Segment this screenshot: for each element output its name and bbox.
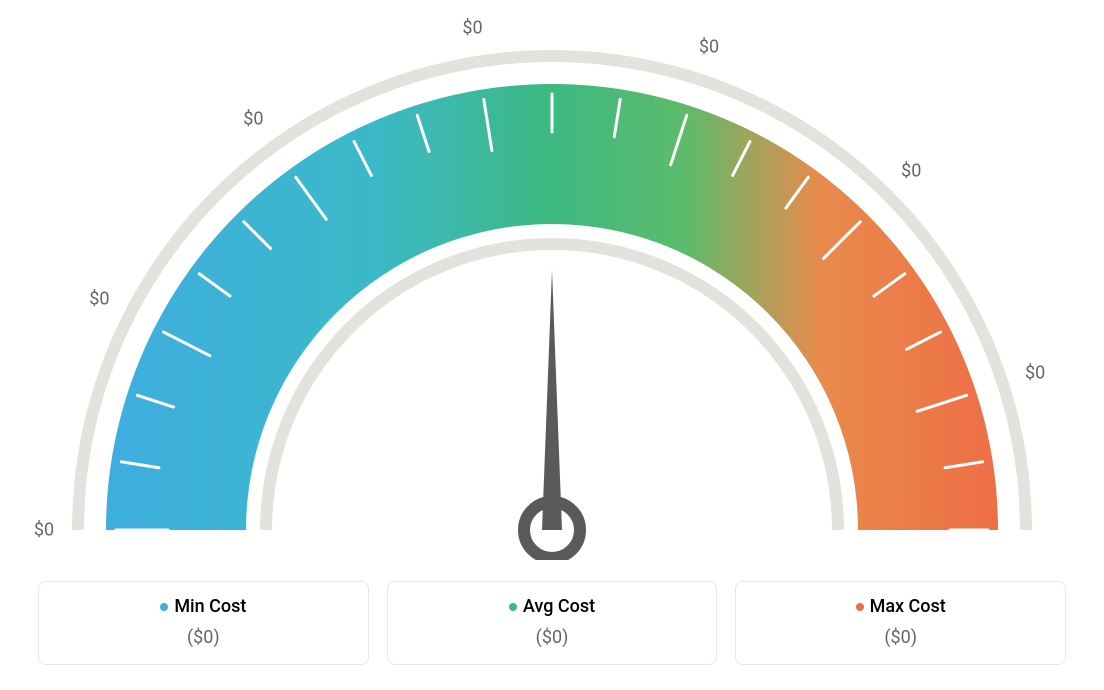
legend-card-max: Max Cost ($0) bbox=[735, 581, 1066, 666]
gauge-tick-label: $0 bbox=[243, 109, 263, 130]
legend-dot-max bbox=[856, 603, 864, 611]
legend-label-min: Min Cost bbox=[174, 596, 246, 617]
legend-title-avg: Avg Cost bbox=[509, 596, 595, 617]
legend-label-max: Max Cost bbox=[870, 596, 946, 617]
legend-value-avg: ($0) bbox=[398, 627, 707, 648]
gauge-tick-label: $0 bbox=[699, 36, 719, 57]
legend-value-max: ($0) bbox=[746, 627, 1055, 648]
gauge-tick-label: $0 bbox=[34, 520, 54, 541]
legend-card-avg: Avg Cost ($0) bbox=[387, 581, 718, 666]
legend-value-min: ($0) bbox=[49, 627, 358, 648]
gauge-svg bbox=[0, 0, 1104, 560]
legend-title-min: Min Cost bbox=[160, 596, 246, 617]
legend-row: Min Cost ($0) Avg Cost ($0) Max Cost ($0… bbox=[38, 581, 1066, 666]
legend-dot-avg bbox=[509, 603, 517, 611]
gauge-tick-label: $0 bbox=[1025, 363, 1045, 384]
gauge-tick-label: $0 bbox=[462, 18, 482, 39]
legend-title-max: Max Cost bbox=[856, 596, 946, 617]
legend-label-avg: Avg Cost bbox=[523, 596, 595, 617]
legend-card-min: Min Cost ($0) bbox=[38, 581, 369, 666]
gauge-chart: $0 $0 $0 $0 $0 $0 $0 bbox=[0, 0, 1104, 560]
gauge-tick-label: $0 bbox=[901, 160, 921, 181]
legend-dot-min bbox=[160, 603, 168, 611]
gauge-tick-label: $0 bbox=[89, 289, 109, 310]
